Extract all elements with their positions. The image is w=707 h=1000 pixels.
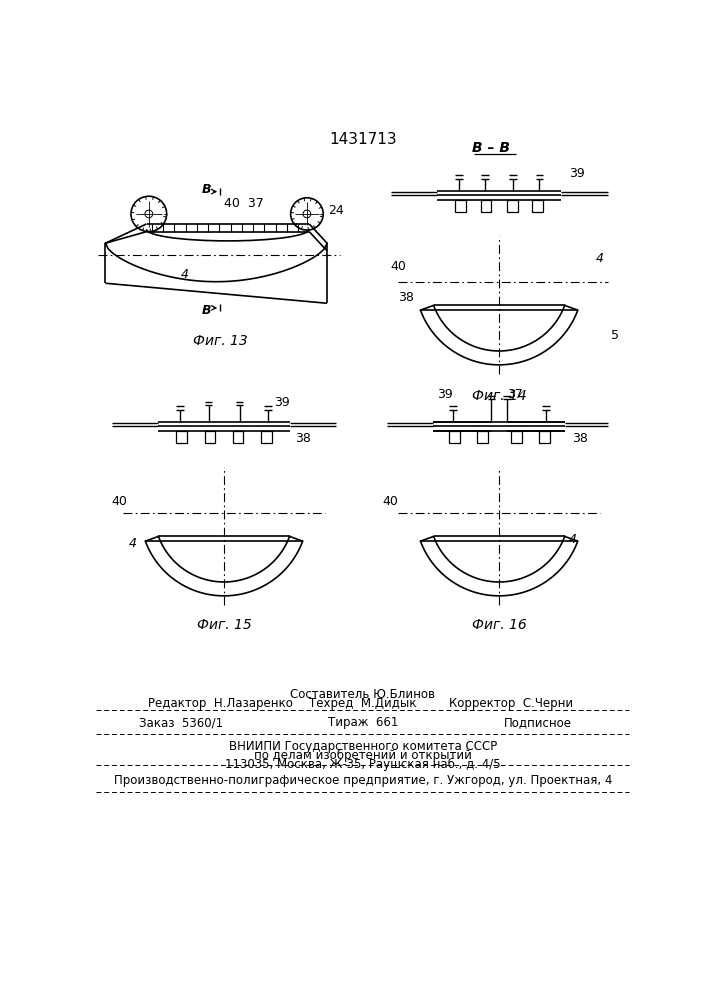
Text: 38: 38	[398, 291, 414, 304]
Text: Фиг. 16: Фиг. 16	[472, 618, 527, 632]
Bar	[261, 431, 272, 443]
Text: Заказ  5360/1: Заказ 5360/1	[139, 716, 223, 729]
Text: по делам изобретений и открытий: по делам изобретений и открытий	[254, 749, 472, 762]
Bar	[204, 431, 216, 443]
Text: Составитель Ю.Блинов: Составитель Ю.Блинов	[291, 688, 436, 701]
Text: 37: 37	[507, 388, 522, 401]
Text: 113035, Москва, Ж-35, Раушская наб., д. 4/5: 113035, Москва, Ж-35, Раушская наб., д. …	[225, 758, 501, 771]
Bar	[455, 200, 466, 212]
Text: Подписное: Подписное	[504, 716, 572, 729]
Text: 24: 24	[329, 204, 344, 217]
Text: ВНИИПИ Государственного комитета СССР: ВНИИПИ Государственного комитета СССР	[228, 740, 497, 753]
Bar	[449, 431, 460, 443]
Text: Редактор  Н.Лазаренко: Редактор Н.Лазаренко	[148, 697, 293, 710]
Text: Техред  М.Дидык: Техред М.Дидык	[309, 697, 416, 710]
Text: Фиг. 13: Фиг. 13	[193, 334, 247, 348]
Text: 40: 40	[382, 495, 399, 508]
Text: 38: 38	[295, 432, 311, 445]
Bar	[233, 431, 243, 443]
Bar	[507, 200, 518, 212]
Text: 38: 38	[573, 432, 588, 445]
Text: 40: 40	[112, 495, 127, 508]
Text: 1431713: 1431713	[329, 132, 397, 147]
Bar	[532, 200, 543, 212]
Text: Корректор  С.Черни: Корректор С.Черни	[449, 697, 573, 710]
Text: 4: 4	[596, 252, 604, 265]
Text: 4: 4	[129, 537, 136, 550]
Text: 4: 4	[181, 267, 189, 280]
Text: В – В: В – В	[472, 141, 510, 155]
Bar	[176, 431, 187, 443]
Text: В: В	[201, 183, 211, 196]
Text: Фиг. 14: Фиг. 14	[472, 389, 527, 403]
Text: Фиг. 15: Фиг. 15	[197, 618, 252, 632]
Text: 40  37: 40 37	[223, 197, 263, 210]
Text: 40: 40	[390, 260, 407, 273]
Text: 39: 39	[568, 167, 585, 180]
Text: 39: 39	[274, 396, 290, 409]
Text: 4: 4	[568, 533, 577, 546]
Text: Тираж  661: Тираж 661	[327, 716, 398, 729]
Bar	[510, 431, 522, 443]
Text: В: В	[201, 304, 211, 317]
Text: 5: 5	[612, 329, 619, 342]
Bar	[477, 431, 488, 443]
Text: 39: 39	[437, 388, 452, 401]
Bar	[481, 200, 491, 212]
Text: Производственно-полиграфическое предприятие, г. Ужгород, ул. Проектная, 4: Производственно-полиграфическое предприя…	[114, 774, 612, 787]
Bar	[539, 431, 549, 443]
